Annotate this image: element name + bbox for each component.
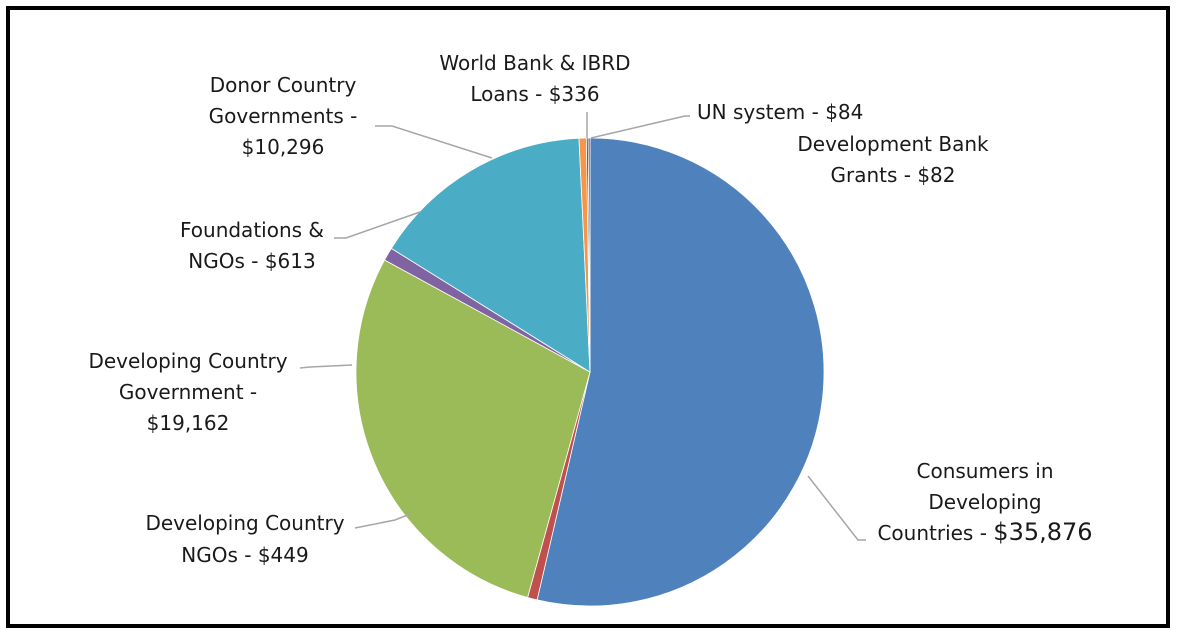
slice-label-line: World Bank & IBRD bbox=[439, 51, 630, 75]
pie-slices bbox=[355, 137, 825, 607]
pie-slice-donor-country-governments bbox=[390, 137, 591, 373]
slice-label-donor-country-governments: Donor Country Governments - $10,296 bbox=[209, 73, 358, 159]
slice-label-line: Loans - $336 bbox=[470, 82, 599, 106]
slice-label-line: Donor Country bbox=[210, 73, 357, 97]
slice-label-line: Consumers in bbox=[917, 459, 1054, 483]
slice-label-line: $10,296 bbox=[242, 135, 325, 159]
slice-labels: Consumers in Developing Countries - $35,87… bbox=[88, 51, 1092, 567]
leader-line-donor-country-governments bbox=[375, 125, 493, 159]
leader-line-developing-country-government bbox=[299, 364, 353, 369]
slice-label-foundations-and-ngos: Foundations & NGOs - $613 bbox=[180, 218, 324, 273]
slice-label-consumers-in-developing-countries: Consumers in Developing Countries - $35,87… bbox=[877, 459, 1092, 546]
leader-line-foundations-and-ngos bbox=[334, 211, 421, 239]
slice-value-text: $35,876 bbox=[993, 518, 1092, 546]
pie-slice-development-bank-grants bbox=[587, 137, 591, 373]
slice-label-world-bank-and-ibrd-loans: World Bank & IBRD Loans - $336 bbox=[439, 51, 630, 106]
slice-label-line: Grants - $82 bbox=[830, 163, 955, 187]
slice-label-line: UN system - $84 bbox=[697, 100, 863, 124]
leader-line-developing-country-ngos bbox=[354, 513, 411, 529]
slice-label-un-system: UN system - $84 bbox=[697, 100, 863, 124]
leader-line-consumers-in-developing-countries bbox=[807, 475, 866, 541]
slice-label-line: Development Bank bbox=[797, 132, 989, 156]
slice-label-line: Foundations & bbox=[180, 218, 324, 242]
slice-label-line: Government - bbox=[119, 380, 257, 404]
slice-label-development-bank-grants: Development Bank Grants - $82 bbox=[797, 132, 989, 187]
slice-label-line: NGOs - $613 bbox=[188, 249, 315, 273]
slice-label-line: Countries - bbox=[877, 521, 993, 545]
slice-label-line: Developing Country bbox=[88, 349, 287, 373]
leader-lines bbox=[299, 112, 866, 541]
slice-label-line: Developing Country bbox=[145, 511, 344, 535]
slice-label-developing-country-government: Developing Country Government - $19,162 bbox=[88, 349, 287, 435]
slice-label-line: Developing bbox=[928, 490, 1041, 514]
leader-line-un-system bbox=[590, 115, 690, 139]
pie-slice-developing-country-government bbox=[355, 259, 591, 599]
slice-label-developing-country-ngos: Developing Country NGOs - $449 bbox=[145, 511, 344, 567]
pie-slice-consumers-in-developing-countries bbox=[536, 137, 825, 607]
slice-label-line: NGOs - $449 bbox=[181, 543, 308, 567]
slice-label-line: Governments - bbox=[209, 104, 358, 128]
slice-label-line: $19,162 bbox=[147, 411, 230, 435]
